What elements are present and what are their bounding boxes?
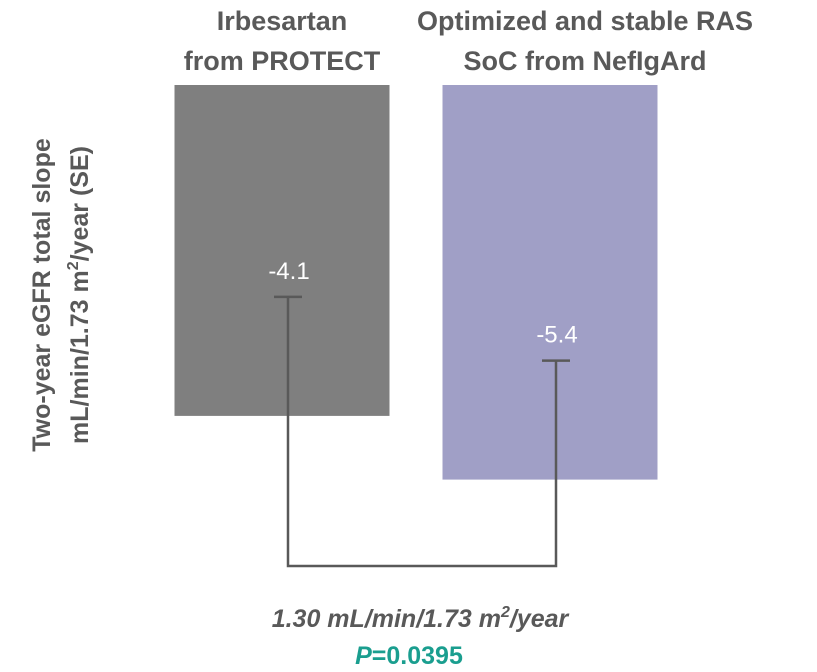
y-axis-label-line2-sup: 2 xyxy=(65,261,82,270)
difference-label: 1.30 mL/min/1.73 m2/year xyxy=(272,604,570,633)
difference-label-pre: 1.30 mL/min/1.73 m xyxy=(272,605,501,633)
category-label-soc-line1: Optimized and stable RAS xyxy=(417,6,753,36)
y-axis-label-line2-pre: mL/min/1.73 m xyxy=(66,270,94,444)
bars-group: -4.1 -5.4 xyxy=(174,85,658,480)
y-axis-label-line1: Two-year eGFR total slope xyxy=(28,138,56,452)
bar-irbesartan xyxy=(174,85,390,416)
difference-label-post: /year xyxy=(509,605,570,633)
bar-soc xyxy=(442,85,658,480)
category-label-irbesartan-line2: from PROTECT xyxy=(184,46,381,76)
y-axis-label-line2-post: /year (SE) xyxy=(66,146,94,261)
category-label-irbesartan-line1: Irbesartan xyxy=(217,6,348,36)
data-label-irbesartan: -4.1 xyxy=(268,258,309,285)
p-value-symbol: P xyxy=(355,642,372,670)
p-value-text: =0.0395 xyxy=(372,642,463,670)
p-value-label: P=0.0395 xyxy=(355,642,463,670)
comparison-bracket xyxy=(286,296,558,568)
data-label-soc: -5.4 xyxy=(536,322,577,349)
category-label-soc-line2: SoC from NefIgArd xyxy=(464,46,707,76)
y-axis-label-line2: mL/min/1.73 m2/year (SE) xyxy=(65,146,94,444)
difference-label-sup: 2 xyxy=(500,604,510,621)
